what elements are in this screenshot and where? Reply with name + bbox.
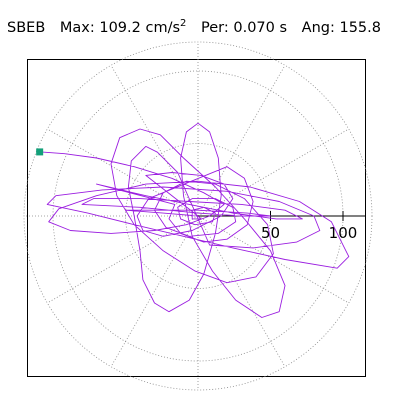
per-value: 0.070 s xyxy=(233,20,288,36)
orbit-line xyxy=(39,122,350,318)
station-code: SBEB xyxy=(7,20,46,36)
ang-value: 155.8 xyxy=(339,20,381,36)
ang-label: Ang: xyxy=(301,20,335,36)
max-label: Max: xyxy=(59,20,95,36)
x-tick-label: 50 xyxy=(261,224,280,242)
grid-spoke xyxy=(110,215,199,367)
grid-outer-ring xyxy=(23,41,373,391)
max-unit-exponent: 2 xyxy=(180,18,187,29)
grid-spoke xyxy=(197,65,286,217)
grid-spoke xyxy=(110,65,199,217)
orbit-trace xyxy=(39,122,350,318)
x-tick-label: 100 xyxy=(329,224,358,242)
chart-header: SBEB Max: 109.2 cm/s2 Per: 0.070 s Ang: … xyxy=(7,16,381,36)
x-axis: 50 100 xyxy=(198,211,365,242)
grid-spoke xyxy=(197,215,286,367)
per-label: Per: xyxy=(201,20,229,36)
grid-spoke xyxy=(47,215,199,304)
max-marker-layer xyxy=(36,148,44,156)
max-value: 109.2 xyxy=(99,20,141,36)
max-point-marker xyxy=(36,148,44,156)
max-unit: cm/s xyxy=(145,20,181,36)
plot-frame xyxy=(27,59,366,377)
